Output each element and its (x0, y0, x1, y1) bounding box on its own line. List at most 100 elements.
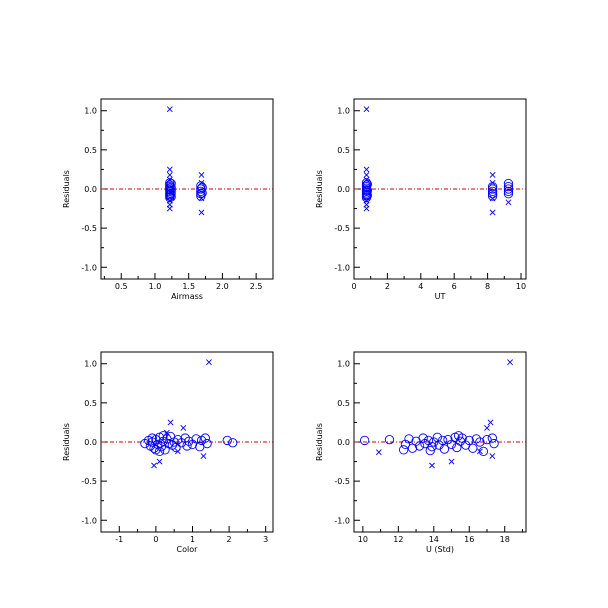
axis-ticks: 10 12 14 16 18 -1.0 -0.5 0.0 0.5 1.0 (334, 360, 523, 544)
y-tick-label: -0.5 (81, 224, 97, 233)
cross-marker (505, 199, 512, 206)
y-axis-label: Residuals (315, 423, 324, 461)
y-tick-label: -1.0 (81, 516, 97, 525)
y-tick-label: -1.0 (334, 516, 350, 525)
u-std-residuals-plot: 10 12 14 16 18 -1.0 -0.5 0.0 0.5 1.0 U (Std) Resi… (315, 351, 527, 554)
circle-marker (478, 446, 489, 457)
cross-marker (200, 453, 207, 460)
y-tick-label: 0.0 (337, 185, 350, 194)
x-tick-label: 8 (485, 282, 490, 291)
cross-marker (198, 179, 205, 186)
cross-marker (489, 171, 496, 178)
circle-marker (438, 435, 448, 446)
x-tick-label: 4 (418, 282, 423, 291)
x-tick-label: 12 (393, 535, 403, 544)
cross-marker (489, 209, 496, 216)
cross-marker (363, 171, 370, 178)
cross-marker (198, 171, 205, 178)
x-tick-label: 2 (385, 282, 390, 291)
cross-marker (180, 424, 187, 431)
x-axis-label: Color (177, 545, 199, 554)
cross-marker (151, 462, 157, 469)
circle-marker (439, 444, 450, 454)
x-tick-label: 18 (500, 535, 510, 544)
circle-marker (154, 446, 165, 457)
circle-marker (418, 433, 428, 443)
cross-marker (489, 195, 496, 202)
y-tick-label: 1.0 (84, 107, 97, 116)
x-tick-label: 3 (263, 535, 268, 544)
circle-marker (176, 438, 187, 448)
cross-marker (156, 458, 163, 465)
circle-marker (487, 433, 497, 443)
circle-marker (482, 435, 492, 445)
circle-marker (173, 435, 183, 445)
x-tick-label: 2 (227, 535, 232, 544)
circle-marker (140, 438, 150, 449)
cross-marker (166, 166, 173, 173)
circle-marker (165, 192, 175, 203)
circle-marker (166, 182, 176, 193)
cross-marker (363, 176, 370, 183)
cross-marker (174, 448, 181, 455)
cross-marker (429, 462, 435, 469)
y-tick-label: 1.0 (84, 360, 97, 369)
y-tick-label: -1.0 (81, 263, 97, 272)
y-tick-label: 0.0 (337, 438, 350, 447)
cross-marker (487, 419, 494, 426)
circle-marker (443, 435, 453, 445)
axis-ticks: 0.5 1.0 1.5 2.0 2.5 -1.0 -0.5 0.0 0.5 1.0 (81, 107, 274, 291)
circle-marker (166, 185, 176, 196)
circle-marker (503, 182, 514, 192)
circle-marker (489, 438, 499, 449)
cross-marker (166, 171, 173, 178)
axis-ticks: -1 0 1 2 3 -1.0 -0.5 0.0 0.5 1.0 (81, 360, 268, 544)
y-axis-label: Residuals (315, 170, 324, 208)
x-tick-label: 16 (464, 535, 474, 544)
y-tick-label: 1.0 (337, 107, 350, 116)
circle-marker (182, 441, 192, 451)
x-tick-label: 6 (452, 282, 457, 291)
x-tick-label: 1.0 (149, 282, 162, 291)
cross-marker (375, 449, 382, 456)
circle-marker (191, 434, 201, 444)
cross-marker (507, 359, 513, 366)
x-tick-label: 2.0 (216, 282, 229, 291)
circle-marker (425, 445, 435, 456)
cross-marker (484, 424, 490, 431)
circle-marker (147, 433, 157, 443)
circle-marker (471, 434, 482, 444)
y-tick-label: 0.5 (337, 146, 350, 155)
cross-marker (448, 458, 455, 465)
cross-marker (476, 448, 483, 455)
y-tick-label: 1.0 (337, 360, 350, 369)
circle-marker (200, 433, 210, 443)
y-tick-label: 0.5 (84, 146, 97, 155)
circle-marker (166, 192, 176, 202)
circle-marker (503, 178, 514, 189)
circle-marker (398, 445, 409, 455)
cross-marker (363, 205, 370, 212)
axis-ticks: 0 2 4 6 8 10 -1.0 -0.5 0.0 0.5 1.0 (334, 107, 526, 291)
cross-marker (198, 195, 205, 202)
data-markers (140, 359, 238, 469)
y-tick-label: -0.5 (81, 477, 97, 486)
circle-marker (429, 437, 439, 447)
x-tick-label: 0.5 (115, 282, 128, 291)
cross-marker (363, 106, 370, 113)
circle-marker (196, 184, 206, 194)
cross-marker (206, 359, 212, 366)
circle-marker (487, 191, 498, 201)
circle-marker (228, 438, 238, 448)
y-tick-label: 0.5 (84, 399, 97, 408)
x-tick-label: -1 (115, 535, 123, 544)
x-tick-label: 1 (190, 535, 195, 544)
x-axis-label: UT (435, 292, 446, 301)
x-tick-label: 0 (153, 535, 158, 544)
cross-marker (489, 179, 496, 186)
data-markers (165, 106, 207, 216)
circle-marker (362, 185, 373, 196)
circle-marker (222, 435, 232, 446)
x-tick-label: 2.5 (250, 282, 263, 291)
